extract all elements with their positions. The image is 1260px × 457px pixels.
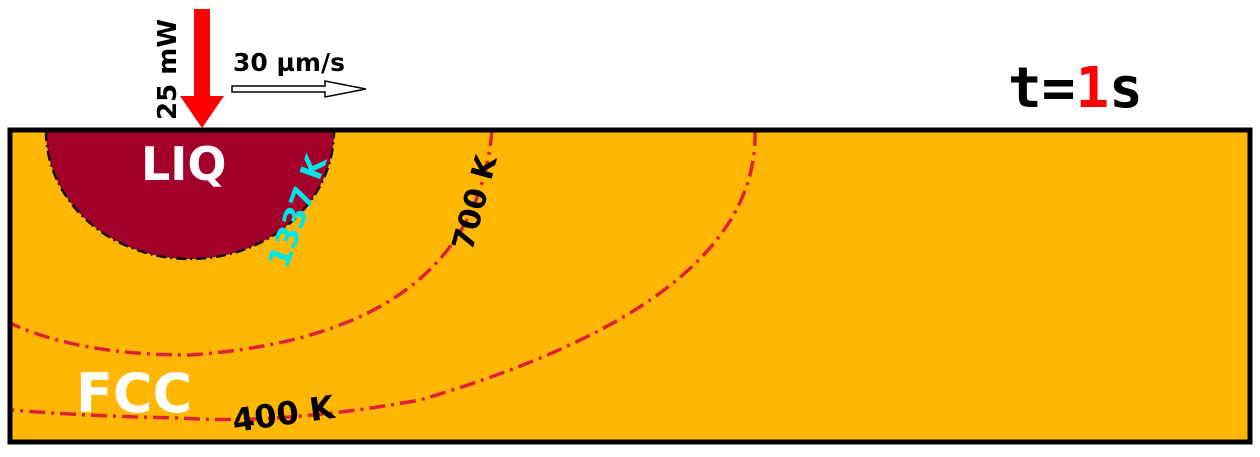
isotherm-group — [11, 130, 757, 422]
time-indicator: t=1s — [1008, 56, 1143, 121]
phase-label-liquid: LIQ — [141, 137, 227, 191]
time-value: 1 — [1075, 56, 1109, 121]
isotherm-1337k-line — [44, 130, 336, 261]
scan-direction-arrow-icon — [231, 80, 367, 98]
substrate-border — [7, 127, 1253, 445]
melt-pool-liquid-region — [46, 131, 334, 259]
isotherm-700k-line — [11, 130, 494, 357]
isotherm-400k-line — [11, 130, 757, 422]
phase-label-fcc: FCC — [76, 362, 192, 425]
laser-arrow-icon — [180, 9, 224, 128]
time-prefix: t= — [1008, 56, 1075, 121]
scan-speed-label: 30 µm/s — [233, 48, 345, 77]
time-unit: s — [1109, 56, 1143, 121]
laser-power-label: 25 mW — [153, 19, 183, 120]
